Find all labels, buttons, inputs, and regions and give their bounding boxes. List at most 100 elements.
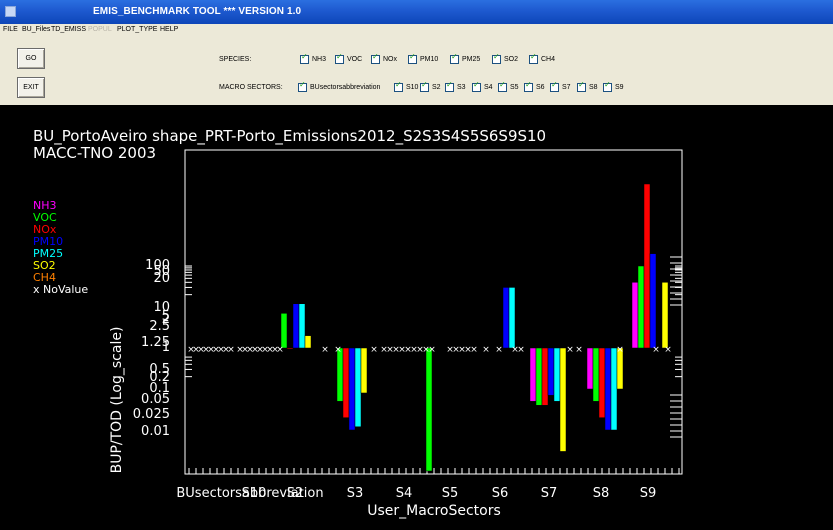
window-title: EMIS_BENCHMARK TOOL *** VERSION 1.0 (93, 6, 302, 17)
bar-s3-nox (342, 347, 350, 418)
bar-s8-voc (592, 347, 600, 402)
menu-bu-files[interactable]: BU_Files (22, 26, 51, 33)
checkbox-label: S8 (589, 84, 598, 91)
checkbox-sector-s6[interactable]: ✓ S6 (524, 81, 545, 92)
y-tick-label: 0.05 (141, 392, 170, 407)
menu-popul[interactable]: POPUL (88, 26, 112, 33)
checkbox-box[interactable]: ✓ (408, 53, 417, 64)
checkbox-box[interactable]: ✓ (394, 80, 403, 92)
novalue-marker: × (271, 345, 279, 355)
checkbox-box[interactable]: ✓ (577, 81, 586, 92)
menu-plot-type[interactable]: PLOT_TYPE (117, 26, 158, 33)
check-icon: ✓ (493, 52, 500, 61)
novalue-marker: × (404, 345, 412, 355)
checkbox-label: SO2 (504, 56, 519, 63)
novalue-marker: × (251, 345, 259, 355)
checkbox-sector-s8[interactable]: ✓ S8 (577, 81, 598, 92)
checkbox-sector-s9[interactable]: ✓ S9 (603, 80, 624, 92)
novalue-marker: × (410, 345, 418, 355)
novalue-marker: × (398, 345, 406, 355)
checkbox-box[interactable]: ✓ (524, 81, 533, 92)
x-tick-label: S7 (541, 486, 558, 501)
novalue-marker: × (575, 345, 583, 355)
bar-s2-pm10 (292, 303, 300, 349)
checkbox-sector-s3[interactable]: ✓ S3 (445, 81, 466, 92)
x-tick-label: S8 (593, 486, 610, 501)
checkbox-species-pm25[interactable]: ✓ PM25 (450, 53, 480, 64)
checkbox-box[interactable]: ✓ (298, 81, 307, 92)
novalue-marker: × (207, 345, 215, 355)
y-tick-label: 2.5 (149, 319, 170, 334)
bar-s7-nh3 (529, 347, 537, 402)
novalue-marker: × (422, 345, 430, 355)
novalue-marker: × (386, 345, 394, 355)
checkbox-sector-s4[interactable]: ✓ S4 (472, 80, 493, 92)
check-icon: ✓ (372, 52, 379, 61)
novalue-marker: × (266, 345, 274, 355)
check-icon: ✓ (604, 80, 611, 89)
legend-ch4: CH4 (33, 271, 56, 284)
checkbox-box[interactable]: ✓ (371, 52, 380, 64)
checkbox-species-nh3[interactable]: ✓ NH3 (300, 52, 326, 64)
x-tick-label: S10 (242, 486, 267, 501)
checkbox-sector-s2[interactable]: ✓ S2 (420, 81, 441, 92)
checkbox-box[interactable]: ✓ (420, 81, 429, 92)
menu-file[interactable]: FILE (3, 26, 18, 33)
checkbox-box[interactable]: ✓ (603, 80, 612, 92)
novalue-marker: × (511, 345, 519, 355)
checkbox-box[interactable]: ✓ (492, 52, 501, 64)
novalue-marker: × (428, 345, 436, 355)
check-icon: ✓ (473, 80, 480, 89)
novalue-marker: × (202, 345, 210, 355)
check-icon: ✓ (395, 80, 402, 89)
checkbox-label: NOx (383, 56, 397, 63)
title-bar: EMIS_BENCHMARK TOOL *** VERSION 1.0 (0, 0, 833, 24)
novalue-marker: × (197, 345, 205, 355)
novalue-marker: × (452, 345, 460, 355)
checkbox-species-so2[interactable]: ✓ SO2 (492, 52, 519, 64)
checkbox-box[interactable]: ✓ (300, 52, 309, 64)
checkbox-box[interactable]: ✓ (335, 53, 344, 64)
checkbox-box[interactable]: ✓ (445, 81, 454, 92)
checkbox-box[interactable]: ✓ (498, 81, 507, 92)
bar-s6-pm25 (508, 287, 516, 349)
bar-s3-pm25 (354, 347, 362, 428)
check-icon: ✓ (301, 52, 308, 61)
novalue-marker: × (212, 345, 220, 355)
checkbox-species-pm10[interactable]: ✓ PM10 (408, 53, 439, 64)
checkbox-label: PM10 (420, 56, 439, 63)
checkbox-sector-s10[interactable]: ✓ S10 (394, 80, 418, 92)
checkbox-sector-busectorsabbreviation[interactable]: ✓ BUsectorsabbreviation (298, 81, 380, 92)
bar-s3-voc (336, 347, 344, 402)
bar-s2-voc (280, 313, 288, 349)
bar-s3-so2 (360, 347, 368, 394)
x-tick-label: S9 (640, 486, 657, 501)
checkbox-box[interactable]: ✓ (529, 53, 538, 64)
checkbox-label: S9 (615, 84, 624, 91)
checkbox-box[interactable]: ✓ (472, 80, 481, 92)
bar-s8-nh3 (586, 347, 594, 390)
novalue-marker: × (458, 345, 466, 355)
checkbox-box[interactable]: ✓ (550, 81, 559, 92)
novalue-marker: × (334, 345, 342, 355)
species-label: SPECIES: (219, 56, 252, 63)
checkbox-species-ch4[interactable]: ✓ CH4 (529, 53, 555, 64)
novalue-marker: × (664, 345, 672, 355)
checkbox-sector-s5[interactable]: ✓ S5 (498, 81, 519, 92)
legend-pm25: PM25 (33, 247, 63, 260)
menu-td-emiss[interactable]: TD_EMISS (51, 26, 87, 33)
checkbox-sector-s7[interactable]: ✓ S7 (550, 81, 571, 92)
checkbox-box[interactable]: ✓ (450, 53, 459, 64)
checkbox-species-voc[interactable]: ✓ VOC (335, 53, 362, 64)
plot-subtitle: MACC-TNO 2003 (33, 144, 156, 162)
novalue-marker: × (482, 345, 490, 355)
x-tick-label: S4 (396, 486, 413, 501)
go-button[interactable]: GO (17, 48, 45, 69)
plot-title: BU_PortoAveiro shape_PRT-Porto_Emissions… (33, 127, 546, 146)
bar-s7-pm25 (553, 347, 561, 402)
bar-s2-so2 (304, 335, 312, 349)
checkbox-species-nox[interactable]: ✓ NOx (371, 52, 397, 64)
novalue-marker: × (495, 345, 503, 355)
menu-help[interactable]: HELP (160, 26, 179, 33)
exit-button[interactable]: EXIT (17, 77, 45, 98)
